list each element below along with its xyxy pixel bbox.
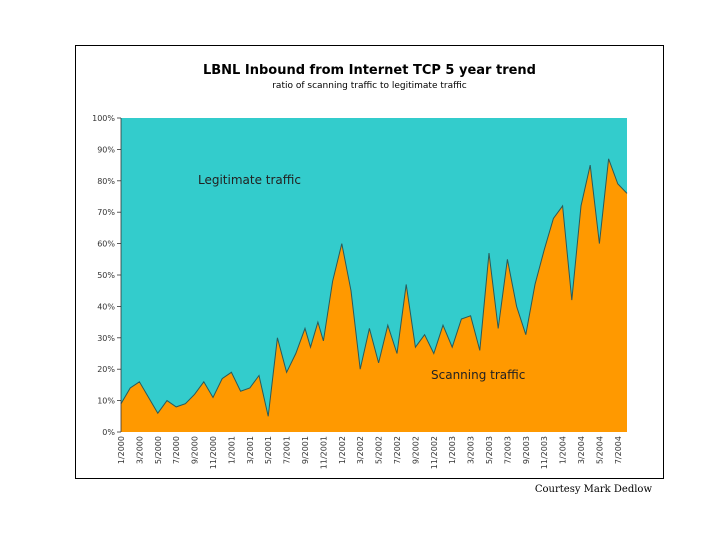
- y-tick-label: 0%: [102, 428, 115, 437]
- y-tick-label: 20%: [97, 365, 115, 374]
- x-tick-label: 5/2004: [595, 436, 604, 464]
- x-tick-label: 5/2001: [264, 436, 273, 464]
- chart-title: LBNL Inbound from Internet TCP 5 year tr…: [202, 63, 536, 78]
- x-tick-label: 7/2001: [283, 436, 292, 464]
- scanning-traffic-area: [121, 158, 627, 433]
- x-tick-label: 3/2004: [577, 436, 586, 464]
- y-tick-label: 60%: [97, 240, 115, 249]
- scanning-traffic-label: Scanning traffic: [431, 368, 525, 382]
- x-tick-label: 11/2002: [430, 436, 439, 469]
- x-tick-label: 7/2004: [614, 436, 623, 464]
- x-tick-label: 9/2000: [191, 436, 200, 464]
- x-tick-label: 7/2003: [503, 436, 512, 464]
- x-tick-label: 11/2000: [209, 436, 218, 469]
- x-tick-label: 3/2002: [356, 436, 365, 464]
- y-tick-label: 100%: [92, 114, 115, 123]
- x-tick-label: 5/2000: [154, 436, 163, 464]
- x-tick-label: 5/2003: [485, 436, 494, 464]
- x-tick-label: 9/2003: [522, 436, 531, 464]
- x-tick-label: 11/2003: [540, 436, 549, 469]
- y-tick-label: 50%: [97, 271, 115, 280]
- x-tick-label: 7/2002: [393, 436, 402, 464]
- chart-subtitle: ratio of scanning traffic to legitimate …: [272, 81, 467, 91]
- credit-text: Courtesy Mark Dedlow: [534, 484, 652, 495]
- x-tick-label: 9/2001: [301, 436, 310, 464]
- x-tick-label: 1/2003: [448, 436, 457, 464]
- y-tick-label: 30%: [97, 334, 115, 343]
- legitimate-traffic-label: Legitimate traffic: [198, 173, 301, 187]
- x-tick-label: 1/2002: [338, 436, 347, 464]
- y-tick-label: 70%: [97, 208, 115, 217]
- y-tick-label: 10%: [97, 397, 115, 406]
- x-tick-label: 7/2000: [172, 436, 181, 464]
- x-tick-label: 9/2002: [411, 436, 420, 464]
- x-tick-label: 11/2001: [319, 436, 328, 469]
- x-tick-label: 1/2001: [227, 436, 236, 464]
- y-tick-label: 90%: [97, 145, 115, 154]
- x-tick-label: 3/2003: [467, 436, 476, 464]
- y-tick-label: 80%: [97, 177, 115, 186]
- x-tick-label: 1/2000: [117, 436, 126, 464]
- y-tick-label: 40%: [97, 302, 115, 311]
- x-tick-label: 5/2002: [375, 436, 384, 464]
- x-tick-label: 3/2001: [246, 436, 255, 464]
- series-boundary-line: [120, 158, 628, 417]
- x-tick-label: 3/2000: [135, 436, 144, 464]
- x-tick-label: 1/2004: [559, 436, 568, 464]
